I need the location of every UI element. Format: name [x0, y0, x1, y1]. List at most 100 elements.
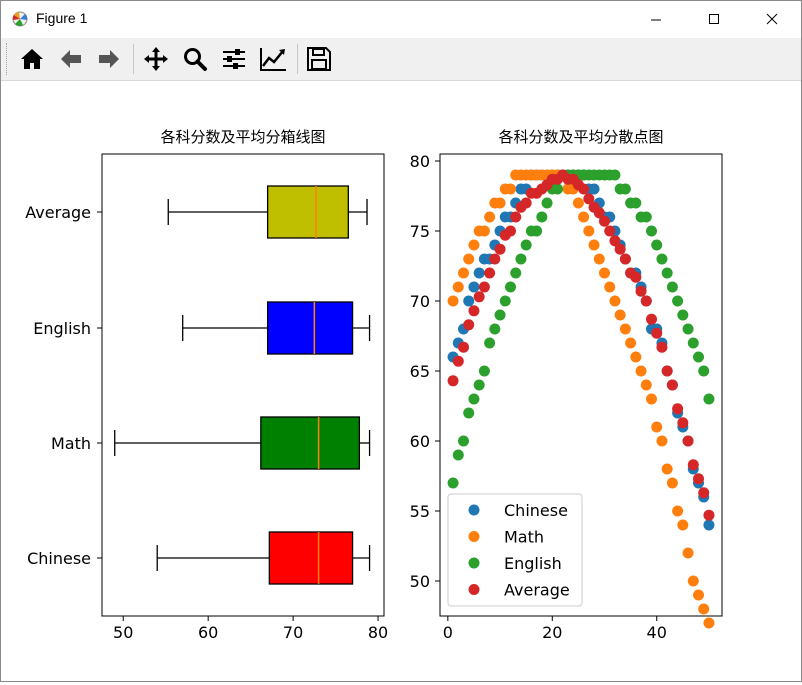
- scatter-point[interactable]: [703, 393, 715, 405]
- scatter-point[interactable]: [672, 295, 684, 307]
- scatter-point[interactable]: [505, 225, 516, 237]
- scatter-point[interactable]: [687, 459, 699, 471]
- scatter-point[interactable]: [447, 477, 459, 489]
- scatter-point[interactable]: [583, 225, 595, 237]
- scatter-point[interactable]: [468, 305, 480, 317]
- scatter-point[interactable]: [656, 253, 668, 265]
- scatter-point[interactable]: [452, 355, 464, 367]
- save-button[interactable]: [304, 44, 334, 74]
- figure-canvas[interactable]: 50 60 70 80 Chinese Math English Average 各科分数及平均…: [1, 81, 801, 681]
- scatter-point[interactable]: [630, 351, 642, 363]
- scatter-point[interactable]: [661, 365, 673, 377]
- edit-axis-button[interactable]: [257, 44, 287, 74]
- configure-subplots-button[interactable]: [219, 44, 249, 74]
- scatter-point[interactable]: [698, 487, 710, 499]
- scatter-point[interactable]: [468, 281, 480, 293]
- scatter-point[interactable]: [640, 295, 652, 307]
- scatter-point[interactable]: [656, 435, 668, 447]
- scatter-point[interactable]: [552, 183, 563, 195]
- back-button[interactable]: [56, 44, 86, 74]
- scatter-point[interactable]: [693, 589, 704, 601]
- scatter-point[interactable]: [478, 365, 490, 377]
- box-english[interactable]: [182, 301, 371, 355]
- scatter-point[interactable]: [698, 603, 710, 615]
- scatter-point[interactable]: [687, 575, 699, 587]
- scatter-point[interactable]: [593, 207, 605, 219]
- scatter-point[interactable]: [614, 309, 626, 321]
- box-body[interactable]: [268, 531, 354, 585]
- scatter-point[interactable]: [682, 323, 694, 335]
- scatter-point[interactable]: [473, 267, 485, 279]
- scatter-point[interactable]: [499, 295, 511, 307]
- forward-button[interactable]: [94, 44, 124, 74]
- box-body[interactable]: [260, 416, 361, 470]
- box-body[interactable]: [266, 301, 354, 355]
- scatter-point[interactable]: [452, 281, 464, 293]
- scatter-point[interactable]: [489, 253, 501, 265]
- scatter-point[interactable]: [693, 473, 704, 485]
- scatter-point[interactable]: [646, 313, 657, 325]
- scatter-point[interactable]: [640, 379, 652, 391]
- scatter-point[interactable]: [672, 403, 684, 415]
- scatter-point[interactable]: [651, 421, 663, 433]
- scatter-point[interactable]: [572, 197, 584, 209]
- scatter-point[interactable]: [614, 243, 626, 255]
- scatter-point[interactable]: [484, 267, 496, 279]
- scatter-point[interactable]: [661, 267, 673, 279]
- scatter-point[interactable]: [604, 281, 616, 293]
- scatter-point[interactable]: [666, 477, 678, 489]
- scatter-point[interactable]: [510, 267, 522, 279]
- close-button[interactable]: [743, 1, 801, 38]
- scatter-point[interactable]: [609, 235, 621, 247]
- scatter-point[interactable]: [484, 337, 496, 349]
- scatter-point[interactable]: [473, 379, 485, 391]
- scatter-point[interactable]: [463, 295, 475, 307]
- scatter-point[interactable]: [447, 375, 459, 387]
- maximize-button[interactable]: [685, 1, 743, 38]
- scatter-point[interactable]: [625, 337, 637, 349]
- box-chinese[interactable]: [156, 531, 371, 585]
- scatter-point[interactable]: [458, 435, 469, 447]
- scatter-point[interactable]: [458, 267, 469, 279]
- box-math[interactable]: [114, 416, 371, 470]
- scatter-point[interactable]: [468, 239, 480, 251]
- scatter-point[interactable]: [478, 281, 490, 293]
- scatter-point[interactable]: [604, 225, 616, 237]
- scatter-point[interactable]: [609, 295, 621, 307]
- scatter-point[interactable]: [682, 547, 694, 559]
- scatter-point[interactable]: [703, 617, 715, 629]
- scatter-point[interactable]: [646, 393, 657, 405]
- pan-button[interactable]: [141, 44, 171, 74]
- scatter-point[interactable]: [505, 281, 516, 293]
- scatter-point[interactable]: [619, 253, 631, 265]
- scatter-point[interactable]: [619, 183, 631, 195]
- scatter-point[interactable]: [703, 509, 715, 521]
- scatter-point[interactable]: [656, 341, 668, 353]
- scatter-point[interactable]: [677, 309, 689, 321]
- scatter-point[interactable]: [687, 337, 699, 349]
- scatter-point[interactable]: [578, 183, 590, 195]
- series-math[interactable]: [447, 169, 715, 629]
- box-body[interactable]: [266, 185, 349, 239]
- title-bar[interactable]: Figure 1: [1, 1, 801, 38]
- scatter-point[interactable]: [635, 285, 647, 297]
- scatter-point[interactable]: [541, 197, 553, 209]
- scatter-point[interactable]: [520, 239, 532, 251]
- scatter-point[interactable]: [599, 215, 610, 227]
- scatter-point[interactable]: [698, 365, 710, 377]
- scatter-point[interactable]: [666, 379, 678, 391]
- scatter-point[interactable]: [599, 267, 610, 279]
- scatter-point[interactable]: [646, 225, 657, 237]
- scatter-point[interactable]: [510, 211, 522, 223]
- scatter-point[interactable]: [478, 225, 490, 237]
- series-chinese[interactable]: [447, 169, 715, 531]
- scatter-point[interactable]: [661, 463, 673, 475]
- scatter-point[interactable]: [494, 309, 506, 321]
- scatter-point[interactable]: [651, 327, 663, 339]
- scatter-point[interactable]: [468, 393, 480, 405]
- scatter-point[interactable]: [619, 323, 631, 335]
- zoom-button[interactable]: [180, 44, 210, 74]
- scatter-point[interactable]: [531, 225, 543, 237]
- scatter-point[interactable]: [677, 519, 689, 531]
- scatter-point[interactable]: [536, 211, 548, 223]
